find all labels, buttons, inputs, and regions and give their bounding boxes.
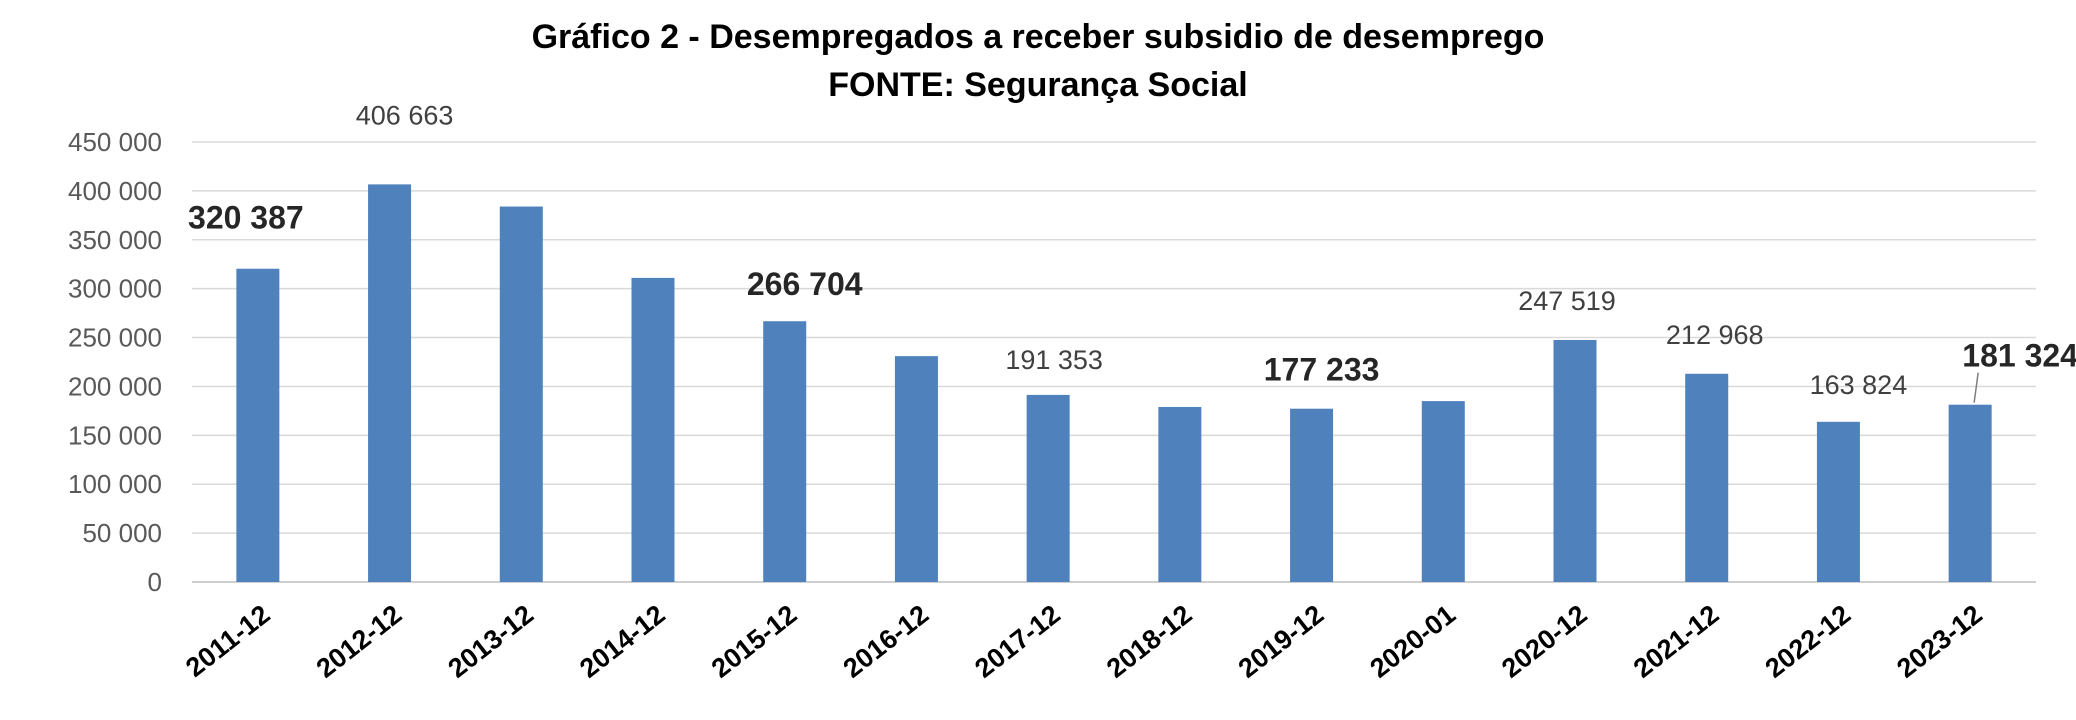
bar-2015-12 bbox=[763, 321, 807, 582]
y-tick-label: 0 bbox=[148, 567, 162, 597]
bar-2020-01 bbox=[1421, 401, 1465, 582]
bar-2013-12 bbox=[499, 206, 543, 583]
y-tick-label: 450 000 bbox=[68, 127, 162, 157]
x-tick-label: 2022-12 bbox=[1760, 599, 1857, 684]
y-tick-label: 300 000 bbox=[68, 274, 162, 304]
x-tick-label: 2023-12 bbox=[1891, 599, 1988, 684]
x-tick-label: 2013-12 bbox=[442, 599, 539, 684]
data-label: 406 663 bbox=[356, 100, 454, 130]
bar-2011-12 bbox=[236, 268, 280, 582]
data-label: 191 353 bbox=[1005, 345, 1103, 375]
bar-2023-12 bbox=[1948, 404, 1992, 582]
chart-title: Gráfico 2 - Desempregados a receber subs… bbox=[531, 18, 1545, 56]
x-tick-label: 2014-12 bbox=[574, 599, 671, 684]
bar-2019-12 bbox=[1290, 408, 1334, 582]
bar-2022-12 bbox=[1816, 421, 1860, 582]
x-tick-label: 2017-12 bbox=[969, 599, 1066, 684]
x-tick-label: 2012-12 bbox=[311, 599, 408, 684]
data-label: 247 519 bbox=[1518, 286, 1616, 316]
x-tick-label: 2016-12 bbox=[838, 599, 935, 684]
x-tick-label: 2021-12 bbox=[1628, 599, 1725, 684]
bar-2020-12 bbox=[1553, 339, 1597, 582]
leader-line bbox=[1973, 372, 1979, 403]
x-tick-label: 2011-12 bbox=[180, 599, 275, 683]
y-tick-label: 50 000 bbox=[82, 518, 162, 548]
chart-subtitle: FONTE: Segurança Social bbox=[828, 66, 1248, 104]
x-tick-label: 2019-12 bbox=[1233, 599, 1330, 684]
y-tick-label: 400 000 bbox=[68, 176, 162, 206]
data-label: 266 704 bbox=[747, 266, 863, 302]
data-label: 212 968 bbox=[1666, 320, 1764, 350]
y-tick-label: 350 000 bbox=[68, 225, 162, 255]
data-label: 181 324 bbox=[1962, 338, 2076, 374]
y-tick-label: 250 000 bbox=[68, 323, 162, 353]
y-tick-label: 150 000 bbox=[68, 420, 162, 450]
bar-2014-12 bbox=[631, 277, 675, 582]
x-tick-label: 2018-12 bbox=[1101, 599, 1198, 684]
bar-2012-12 bbox=[368, 184, 412, 582]
data-label: 177 233 bbox=[1264, 352, 1380, 388]
bar-2018-12 bbox=[1158, 406, 1202, 582]
data-label: 320 387 bbox=[188, 200, 304, 236]
y-tick-label: 200 000 bbox=[68, 371, 162, 401]
bar-2016-12 bbox=[894, 356, 938, 582]
bar-2021-12 bbox=[1685, 373, 1729, 582]
bar-2017-12 bbox=[1026, 394, 1070, 582]
x-tick-label: 2015-12 bbox=[706, 599, 803, 684]
data-label: 163 824 bbox=[1810, 370, 1908, 400]
x-tick-label: 2020-01 bbox=[1364, 599, 1461, 684]
x-tick-label: 2020-12 bbox=[1496, 599, 1593, 684]
y-tick-label: 100 000 bbox=[68, 469, 162, 499]
